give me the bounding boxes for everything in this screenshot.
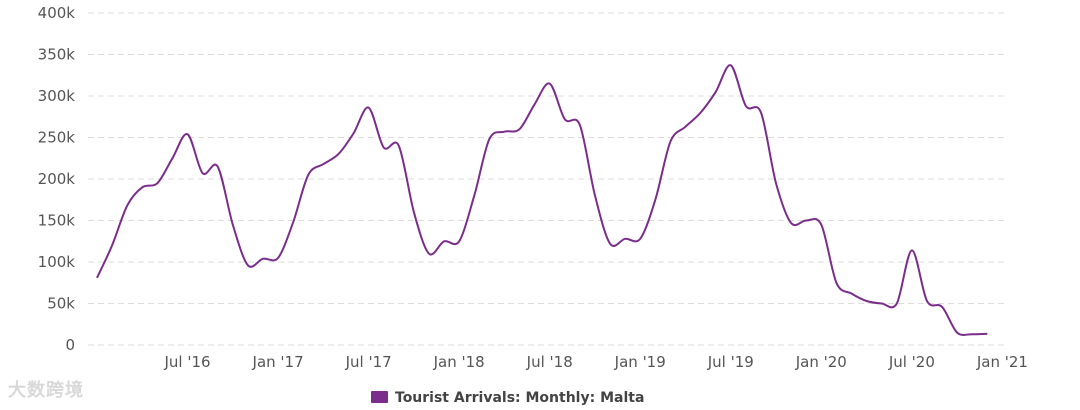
data-point[interactable] — [320, 161, 326, 167]
data-point[interactable] — [230, 222, 236, 228]
data-point[interactable] — [833, 280, 839, 286]
data-point[interactable] — [803, 218, 809, 224]
legend[interactable]: Tourist Arrivals: Monthly: Malta — [371, 390, 644, 406]
data-point[interactable] — [185, 131, 191, 137]
grid-lines — [88, 12, 1005, 346]
data-point[interactable] — [366, 105, 372, 111]
data-point[interactable] — [109, 242, 115, 248]
y-tick-label: 100k — [38, 253, 76, 271]
data-point[interactable] — [818, 222, 824, 228]
data-point[interactable] — [547, 81, 553, 87]
data-point[interactable] — [652, 197, 658, 203]
data-point[interactable] — [381, 144, 387, 150]
legend-label[interactable]: Tourist Arrivals: Monthly: Malta — [395, 390, 644, 406]
data-point[interactable] — [411, 209, 417, 215]
data-point[interactable] — [245, 262, 251, 268]
y-tick-label: 300k — [38, 87, 76, 105]
data-point[interactable] — [441, 238, 447, 244]
data-point[interactable] — [154, 180, 160, 186]
data-point[interactable] — [954, 330, 960, 336]
y-tick-label: 0 — [65, 336, 75, 354]
data-point[interactable] — [501, 129, 507, 135]
data-point[interactable] — [637, 236, 643, 242]
data-point[interactable] — [486, 136, 492, 142]
data-point[interactable] — [909, 247, 915, 253]
x-tick-label: Jan '21 — [976, 353, 1028, 371]
y-tick-label: 150k — [38, 212, 76, 230]
data-point[interactable] — [788, 220, 794, 226]
x-tick-label: Jan '19 — [614, 353, 666, 371]
data-point[interactable] — [94, 275, 100, 281]
x-axis: Jul '16 Jan '17 Jul '17 Jan '18 Jul '18 Jan '… — [164, 353, 1028, 371]
data-point[interactable] — [758, 110, 764, 116]
x-tick-label: Jul '17 — [345, 353, 392, 371]
y-axis: 0 50k 100k 150k 200k 250k 300k 350k 400k — [38, 4, 76, 354]
data-point[interactable] — [622, 236, 628, 242]
data-point[interactable] — [743, 103, 749, 109]
data-point[interactable] — [290, 219, 296, 225]
data-point[interactable] — [879, 301, 885, 307]
data-point[interactable] — [592, 193, 598, 199]
data-point[interactable] — [773, 180, 779, 186]
data-point[interactable] — [124, 203, 130, 209]
data-point[interactable] — [577, 122, 583, 128]
y-tick-label: 250k — [38, 129, 76, 147]
data-point[interactable] — [849, 291, 855, 297]
x-tick-label: Jul '20 — [888, 353, 935, 371]
series-line[interactable] — [96, 64, 988, 336]
x-tick-label: Jul '16 — [164, 353, 211, 371]
data-point[interactable] — [275, 255, 281, 261]
data-point[interactable] — [683, 124, 689, 130]
y-tick-label: 200k — [38, 170, 76, 188]
data-point[interactable] — [984, 331, 990, 337]
data-point[interactable] — [215, 164, 221, 170]
watermark-logo: 大数跨境 — [8, 376, 84, 402]
data-point[interactable] — [562, 116, 568, 122]
watermark-text: 大数跨境 — [8, 380, 84, 401]
data-point[interactable] — [305, 172, 311, 178]
data-point[interactable] — [426, 251, 432, 257]
x-tick-label: Jul '19 — [707, 353, 754, 371]
data-point[interactable] — [939, 304, 945, 310]
series-layer — [94, 62, 990, 337]
data-point[interactable] — [169, 155, 175, 161]
data-point[interactable] — [894, 301, 900, 307]
y-tick-label: 50k — [47, 295, 75, 313]
data-point[interactable] — [139, 184, 145, 190]
data-point[interactable] — [532, 101, 538, 107]
data-point[interactable] — [698, 110, 704, 116]
data-point[interactable] — [200, 170, 206, 176]
y-tick-label: 400k — [38, 4, 76, 22]
data-point[interactable] — [607, 241, 613, 247]
x-tick-label: Jan '18 — [433, 353, 485, 371]
data-point[interactable] — [335, 151, 341, 157]
x-tick-label: Jul '18 — [526, 353, 573, 371]
data-point[interactable] — [260, 256, 266, 262]
data-point[interactable] — [517, 126, 523, 132]
data-point[interactable] — [396, 143, 402, 149]
data-point[interactable] — [667, 139, 673, 145]
data-point[interactable] — [969, 331, 975, 337]
data-point[interactable] — [456, 238, 462, 244]
data-point[interactable] — [471, 193, 477, 199]
data-point[interactable] — [713, 89, 719, 95]
y-tick-label: 350k — [38, 46, 76, 64]
data-point[interactable] — [728, 62, 734, 68]
legend-swatch[interactable] — [371, 391, 388, 403]
data-point[interactable] — [351, 130, 357, 136]
x-tick-label: Jan '20 — [795, 353, 847, 371]
data-point[interactable] — [864, 298, 870, 304]
data-point[interactable] — [924, 298, 930, 304]
x-tick-label: Jan '17 — [252, 353, 304, 371]
